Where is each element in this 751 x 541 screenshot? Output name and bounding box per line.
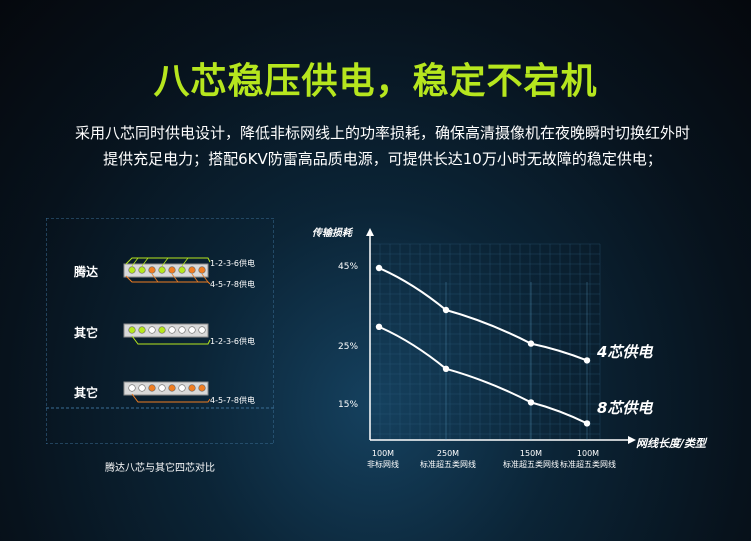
connector-bar [123,263,209,278]
leader-tick [161,257,169,267]
chart-ylabel: 传输损耗 [312,228,352,239]
pin-orange [148,266,156,274]
headline: 八芯稳压供电，稳定不宕机 [153,61,598,102]
pin-orange [148,384,156,392]
x-axis-arrow [628,436,636,444]
pin-orange [188,384,196,392]
pin-orange [198,266,206,274]
leader-line [125,257,211,265]
pin-green [128,326,136,334]
y-axis-arrow [366,228,374,236]
data-point [375,323,383,330]
leader-line [125,275,211,285]
data-point [442,306,450,314]
pin-green [158,266,166,274]
leader-tick [151,273,159,283]
pin-comparison-panel: 腾达 其它 其它 1-2-3-6供电 4-5-7-8供电 1-2-3-6供电 4… [46,218,274,444]
data-point [527,399,535,406]
power-loss-chart: 传输损耗 45% 25% 15% 100M 非标网线 250M 标准超五类网线 15… [300,222,751,482]
series-line-1 [378,325,588,425]
brand-label-tenda: 腾达 [74,265,99,279]
pin-label-tenda-1: 1-2-3-6供电 [210,259,256,268]
series-line-0 [378,267,588,362]
pin-green [158,326,166,334]
pin-green [138,326,146,334]
data-point [583,357,591,364]
pin-label-tenda-2: 4-5-7-8供电 [210,280,256,289]
comparison-caption: 腾达八芯与其它四芯对比 [105,463,215,474]
pin-label-other-1: 1-2-3-6供电 [210,337,256,346]
pin-orange [198,384,206,392]
pin-white [148,326,156,334]
series-label-8core: 8芯供电 [597,399,653,417]
description: 采用八芯同时供电设计，降低非标网线上的功率损耗，确保高清摄像机在夜晚瞬时切换红外… [74,124,690,168]
leader-tick [171,273,179,283]
leader-tick [141,257,149,267]
brand-label-other-1: 其它 [74,326,99,340]
pin-white [198,326,206,334]
pin-label-other-2: 4-5-7-8供电 [210,396,256,405]
connector-bar [123,323,209,338]
leader-tick [191,273,199,283]
leader-line [131,393,211,403]
leader-tick [131,257,139,267]
xtick-3: 150M 标准超五类网线 [503,449,559,469]
xtick-4: 100M 标准超五类网线 [560,449,616,469]
pin-white [138,384,146,392]
pin-comparison-graphic [46,218,274,444]
ytick-25: 25% [338,342,359,352]
pin-white [168,326,176,334]
pin-white [178,384,186,392]
ytick-45: 45% [338,262,359,272]
pin-green [138,266,146,274]
chart-svg [366,228,636,444]
pin-white [178,326,186,334]
pin-white [158,384,166,392]
leader-tick [201,273,209,283]
brand-label-other-2: 其它 [74,386,99,400]
ytick-15: 15% [338,400,359,410]
data-point [583,420,591,427]
xtick-1: 100M 非标网线 [367,449,399,469]
leader-tick [181,257,189,267]
data-point [527,340,535,347]
pin-green [128,266,136,274]
chart-xlabel: 网线长度/类型 [636,437,707,450]
pin-orange [188,266,196,274]
series-label-4core: 4芯供电 [597,343,653,361]
pin-white [188,326,196,334]
data-point [375,264,383,272]
connector-bar [123,381,209,396]
xtick-2: 250M 标准超五类网线 [420,449,476,469]
pin-white [128,384,136,392]
leader-line [131,335,211,345]
pin-green [178,266,186,274]
pin-orange [168,384,176,392]
pin-orange [168,266,176,274]
data-point [442,365,450,372]
